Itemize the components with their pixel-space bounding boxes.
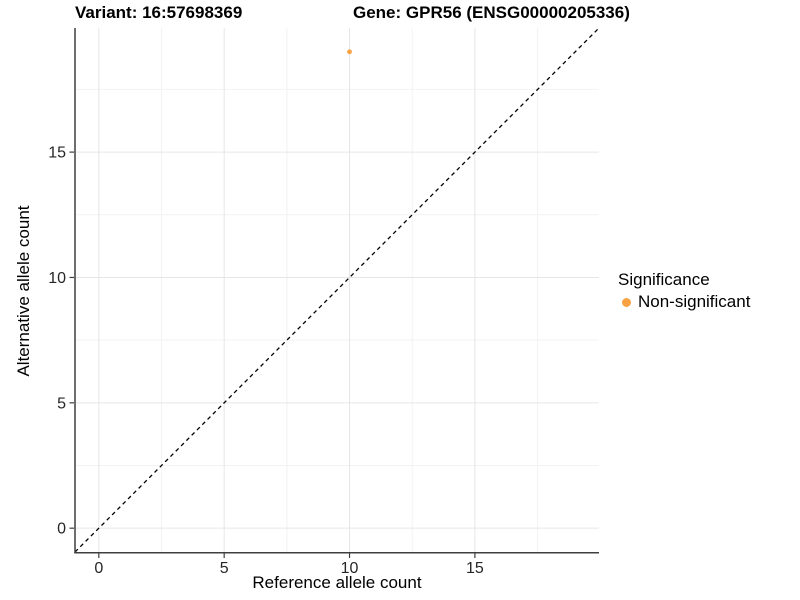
svg-text:10: 10 <box>341 560 359 577</box>
svg-text:15: 15 <box>466 560 484 577</box>
svg-text:5: 5 <box>220 560 229 577</box>
svg-text:0: 0 <box>57 521 66 538</box>
svg-text:15: 15 <box>48 145 66 162</box>
svg-text:5: 5 <box>57 395 66 412</box>
legend: Significance Non-significant <box>618 269 750 312</box>
svg-text:10: 10 <box>48 270 66 287</box>
variant-title: Variant: 16:57698369 <box>75 3 243 22</box>
y-axis-title: Alternative allele count <box>14 205 33 377</box>
legend-title: Significance <box>618 270 710 289</box>
legend-item-label: Non-significant <box>638 292 751 311</box>
x-axis-title: Reference allele count <box>252 573 422 592</box>
legend-item-non-significant: Non-significant <box>618 292 750 312</box>
gene-title: Gene: GPR56 (ENSG00000205336) <box>353 3 630 22</box>
non-significant-dot-icon <box>622 297 631 307</box>
svg-text:0: 0 <box>94 560 103 577</box>
